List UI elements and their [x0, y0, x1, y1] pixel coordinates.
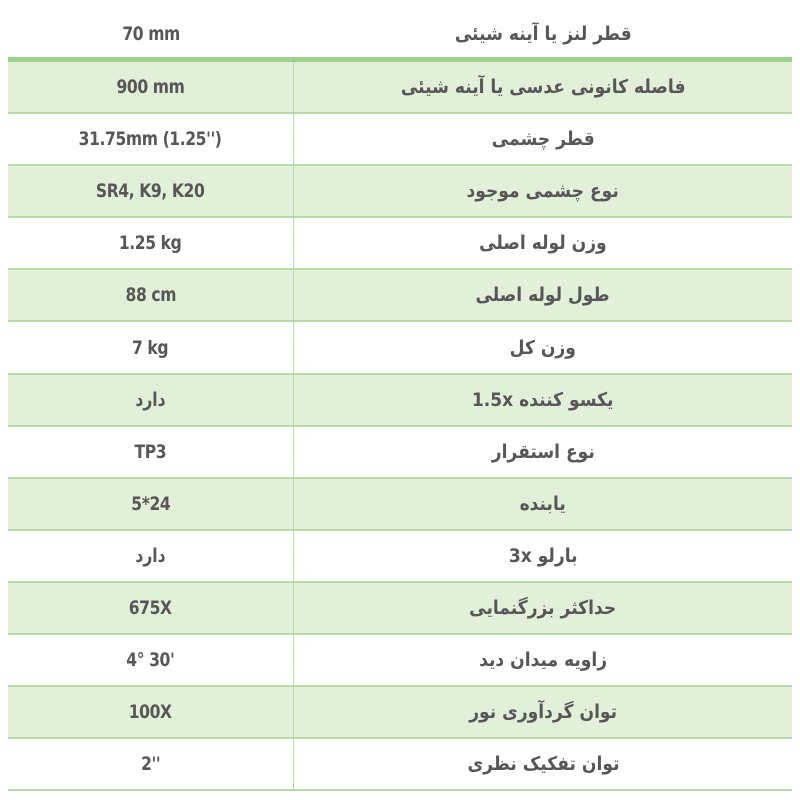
spec-label-cell: قطر لنز یا آینه شیئی [294, 10, 792, 57]
spec-value: دارد [135, 388, 166, 411]
spec-value: 7 kg [132, 336, 169, 359]
spec-value-cell: TP3 [8, 426, 294, 477]
spec-value: SR4, K9, K20 [96, 180, 205, 203]
spec-value: 900 mm [116, 76, 185, 99]
spec-label: فاصله کانونی عدسی یا آینه شیئی [400, 76, 686, 99]
spec-value-cell: 100X [8, 687, 294, 738]
spec-value: 31.75mm (1.25'') [79, 128, 222, 151]
spec-label-cell: وزن لوله اصلی [294, 218, 792, 268]
table-row: 31.75mm (1.25'') قطر چشمی [8, 114, 792, 167]
spec-value: 675X [129, 596, 172, 619]
spec-value: 100X [129, 701, 172, 724]
table-row: 1.25 kg وزن لوله اصلی [8, 218, 792, 271]
spec-label-cell: قطر چشمی [294, 114, 792, 164]
spec-label: بارلو 3x [508, 544, 578, 567]
spec-label: وزن کل [509, 336, 577, 359]
spec-label: یابنده [519, 492, 567, 515]
spec-label-cell: نوع چشمی موجود [294, 166, 792, 216]
spec-value: دارد [135, 544, 166, 567]
table-row: 70 mm قطر لنز یا آینه شیئی [8, 10, 792, 62]
table-row: دارد بارلو 3x [8, 530, 792, 583]
spec-value: 70 mm [122, 22, 180, 45]
spec-value-cell: 900 mm [8, 62, 294, 113]
spec-value: 4° 30' [126, 649, 175, 672]
table-row: 88 cm طول لوله اصلی [8, 270, 792, 323]
table-row: دارد یکسو کننده 1.5x [8, 374, 792, 427]
spec-value-cell: SR4, K9, K20 [8, 166, 294, 217]
spec-label: یکسو کننده 1.5x [472, 388, 614, 411]
table-row: 2'' توان تفکیک نظری [8, 739, 792, 792]
spec-value-cell: 4° 30' [8, 635, 294, 686]
table-row: SR4, K9, K20 نوع چشمی موجود [8, 166, 792, 219]
spec-label: حداکثر بزرگنمایی [469, 596, 617, 619]
table-row: 675X حداکثر بزرگنمایی [8, 582, 792, 636]
spec-value-cell: 70 mm [8, 10, 294, 57]
spec-value-cell: دارد [8, 374, 294, 425]
table-row: TP3 نوع استقرار [8, 426, 792, 479]
spec-label: وزن لوله اصلی [479, 232, 607, 255]
spec-label-cell: طول لوله اصلی [294, 270, 792, 320]
spec-label: نوع استقرار [491, 440, 595, 463]
spec-value: 88 cm [125, 284, 176, 307]
spec-label-cell: فاصله کانونی عدسی یا آینه شیئی [294, 62, 792, 112]
spec-label-cell: بارلو 3x [294, 531, 792, 581]
table-row: 4° 30' زاویه میدان دید [8, 635, 792, 688]
spec-label: توان گردآوری نور [469, 701, 617, 724]
spec-label: توان تفکیک نظری [466, 753, 620, 776]
spec-value-cell: 2'' [8, 739, 294, 790]
spec-value-cell: 675X [8, 582, 294, 634]
table-row: 5*24 یابنده [8, 478, 792, 531]
spec-value: 5*24 [130, 492, 171, 515]
spec-label-cell: یابنده [294, 479, 792, 529]
spec-value: TP3 [134, 440, 167, 463]
table-row: 900 mm فاصله کانونی عدسی یا آینه شیئی [8, 62, 792, 115]
table-row: 7 kg وزن کل [8, 322, 792, 375]
spec-value-cell: 1.25 kg [8, 218, 294, 269]
spec-label: قطر چشمی [491, 128, 595, 151]
spec-label: طول لوله اصلی [475, 284, 611, 307]
spec-label-cell: توان گردآوری نور [294, 687, 792, 737]
spec-label-cell: وزن کل [294, 322, 792, 372]
spec-value: 2'' [140, 753, 161, 776]
spec-value-cell: 5*24 [8, 478, 294, 529]
spec-label-cell: نوع استقرار [294, 427, 792, 477]
spec-value-cell: 31.75mm (1.25'') [8, 114, 294, 165]
spec-label: زاویه میدان دید [479, 649, 608, 672]
spec-label-cell: توان تفکیک نظری [294, 739, 792, 789]
spec-label-cell: زاویه میدان دید [294, 635, 792, 685]
spec-label: قطر لنز یا آینه شیئی [454, 22, 632, 45]
spec-value-cell: 88 cm [8, 270, 294, 321]
spec-label: نوع چشمی موجود [466, 180, 620, 203]
spec-label-cell: حداکثر بزرگنمایی [294, 583, 792, 633]
spec-label-cell: یکسو کننده 1.5x [294, 375, 792, 425]
table-row: 100X توان گردآوری نور [8, 687, 792, 740]
spec-value-cell: دارد [8, 530, 294, 581]
spec-value: 1.25 kg [119, 232, 182, 255]
specs-table: 70 mm قطر لنز یا آینه شیئی 900 mm فاصله کان… [8, 10, 792, 792]
spec-value-cell: 7 kg [8, 322, 294, 373]
